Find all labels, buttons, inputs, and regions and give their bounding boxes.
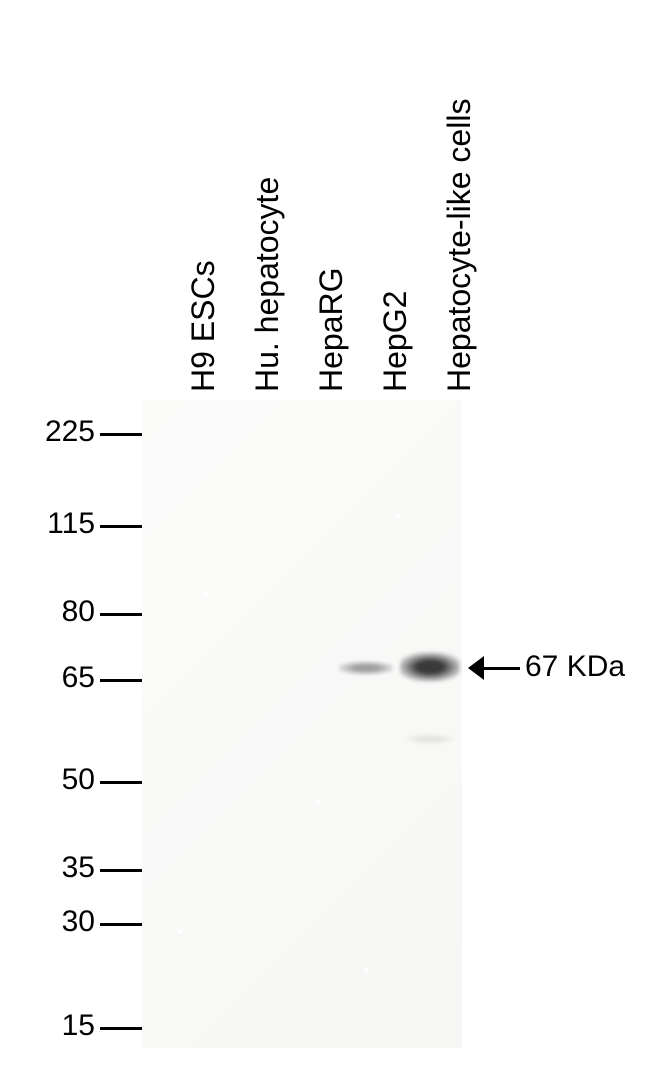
lane-label-4: Hepatocyte-like cells <box>441 99 478 392</box>
mw-label-80: 80 <box>25 595 95 629</box>
mw-label-30: 30 <box>25 905 95 939</box>
lane-label-1: Hu. hepatocyte <box>249 177 286 392</box>
mw-tick-65 <box>100 679 142 682</box>
annotation-label: 67 KDa <box>525 650 625 684</box>
mw-tick-15 <box>100 1027 142 1030</box>
mw-label-115: 115 <box>25 507 95 541</box>
annotation-arrow-head <box>468 656 484 680</box>
lane-label-3: HepG2 <box>377 291 414 392</box>
mw-tick-50 <box>100 781 142 784</box>
mw-label-35: 35 <box>25 851 95 885</box>
mw-tick-30 <box>100 923 142 926</box>
mw-tick-115 <box>100 525 142 528</box>
blot-membrane <box>142 400 462 1048</box>
mw-label-65: 65 <box>25 661 95 695</box>
blot-background <box>142 400 462 1048</box>
lane-label-2: HepaRG <box>313 268 350 393</box>
mw-label-15: 15 <box>25 1009 95 1043</box>
annotation-arrow-shaft <box>480 667 520 670</box>
mw-tick-35 <box>100 869 142 872</box>
mw-tick-225 <box>100 433 142 436</box>
lane-label-0: H9 ESCs <box>185 260 222 392</box>
mw-tick-80 <box>100 613 142 616</box>
mw-label-225: 225 <box>25 415 95 449</box>
mw-label-50: 50 <box>25 763 95 797</box>
western-blot-figure: 225 115 80 65 50 35 30 15 H9 ESCs Hu. hepatocyte… <box>0 0 650 1086</box>
